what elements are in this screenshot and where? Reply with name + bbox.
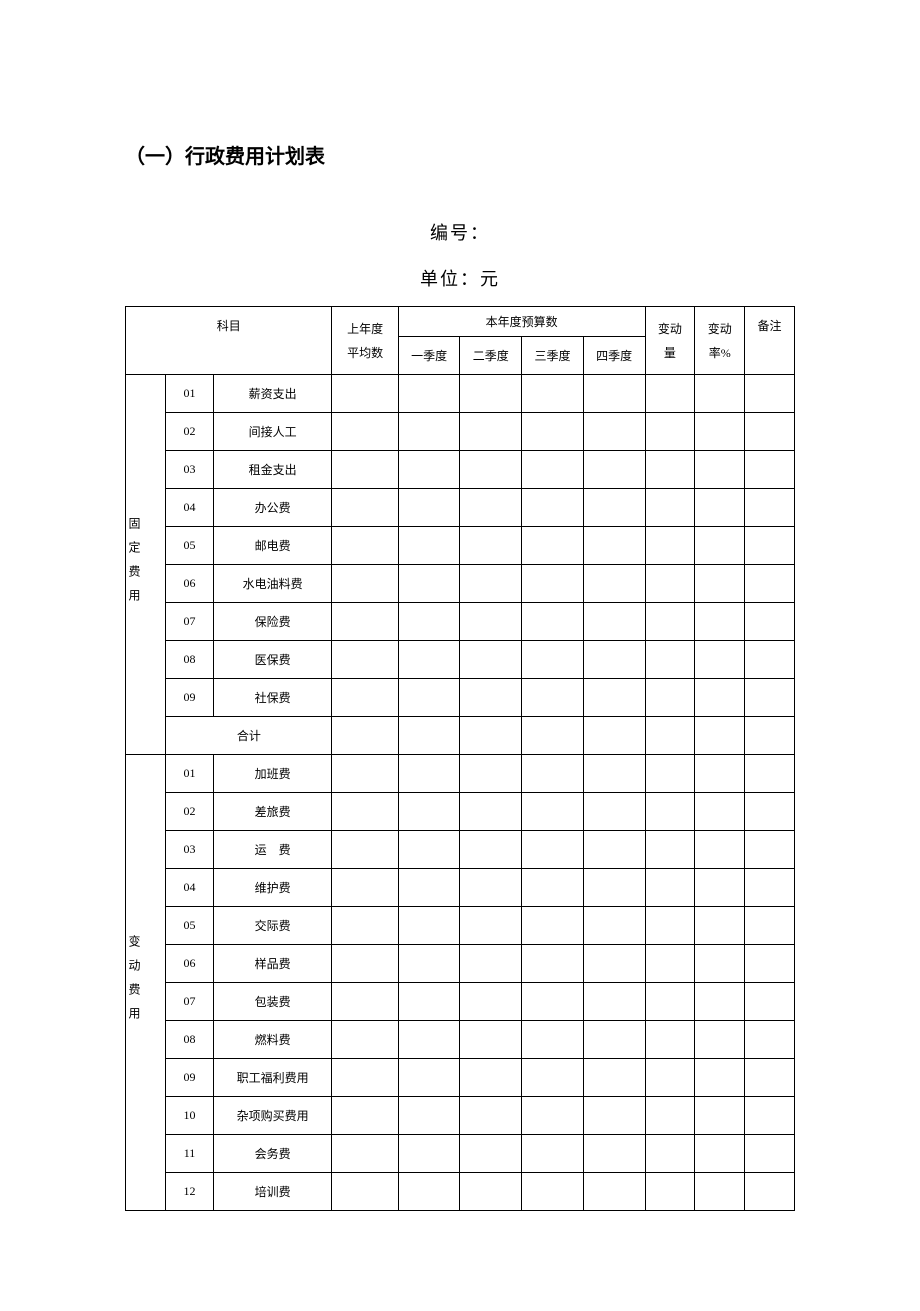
item-name: 加班费 <box>213 755 332 793</box>
header-change-rate: 变动率% <box>695 307 745 375</box>
table-row: 09 社保费 <box>126 679 795 717</box>
item-name: 维护费 <box>213 869 332 907</box>
table-row: 02 差旅费 <box>126 793 795 831</box>
item-num: 02 <box>166 793 213 831</box>
cell-q1 <box>398 375 460 413</box>
item-name: 交际费 <box>213 907 332 945</box>
table-row: 固定费用 01 薪资支出 <box>126 375 795 413</box>
table-row: 04 办公费 <box>126 489 795 527</box>
item-num: 05 <box>166 527 213 565</box>
item-name: 水电油料费 <box>213 565 332 603</box>
item-num: 09 <box>166 1059 213 1097</box>
item-name: 医保费 <box>213 641 332 679</box>
table-row: 06 水电油料费 <box>126 565 795 603</box>
item-num: 03 <box>166 831 213 869</box>
document-title: （一）行政费用计划表 <box>125 140 795 169</box>
item-name: 薪资支出 <box>213 375 332 413</box>
table-row: 12 培训费 <box>126 1173 795 1211</box>
table-row: 08 燃料费 <box>126 1021 795 1059</box>
cell-note <box>745 375 795 413</box>
expense-plan-table: 科目 上年度平均数 本年度预算数 变动量 变动率% 备注 一季度 二季度 三季度… <box>125 306 795 1211</box>
cell-q4 <box>583 375 645 413</box>
header-prev-year: 上年度平均数 <box>332 307 398 375</box>
item-num: 05 <box>166 907 213 945</box>
item-num: 01 <box>166 375 213 413</box>
fixed-total-label: 合计 <box>166 717 332 755</box>
item-num: 08 <box>166 1021 213 1059</box>
item-name: 职工福利费用 <box>213 1059 332 1097</box>
item-name: 燃料费 <box>213 1021 332 1059</box>
table-row: 09 职工福利费用 <box>126 1059 795 1097</box>
item-name: 租金支出 <box>213 451 332 489</box>
item-num: 03 <box>166 451 213 489</box>
table-row: 04 维护费 <box>126 869 795 907</box>
unit-label: 单位：元 <box>125 265 795 291</box>
item-name: 运 费 <box>213 831 332 869</box>
item-name: 办公费 <box>213 489 332 527</box>
item-name: 差旅费 <box>213 793 332 831</box>
table-header-row-1: 科目 上年度平均数 本年度预算数 变动量 变动率% 备注 <box>126 307 795 337</box>
item-num: 07 <box>166 983 213 1021</box>
item-name: 培训费 <box>213 1173 332 1211</box>
document-number: 编号： <box>125 219 795 245</box>
item-name: 样品费 <box>213 945 332 983</box>
item-name: 包装费 <box>213 983 332 1021</box>
item-num: 09 <box>166 679 213 717</box>
cell-q2 <box>460 375 522 413</box>
header-note: 备注 <box>745 307 795 375</box>
table-row: 05 邮电费 <box>126 527 795 565</box>
table-row: 06 样品费 <box>126 945 795 983</box>
table-row: 变动费用 01 加班费 <box>126 755 795 793</box>
cell-chg <box>645 375 695 413</box>
item-num: 01 <box>166 755 213 793</box>
table-row: 07 保险费 <box>126 603 795 641</box>
cell-prev <box>332 375 398 413</box>
item-name: 保险费 <box>213 603 332 641</box>
table-row: 11 会务费 <box>126 1135 795 1173</box>
header-current-budget: 本年度预算数 <box>398 307 645 337</box>
table-row-total: 合计 <box>126 717 795 755</box>
category-fixed: 固定费用 <box>126 375 166 755</box>
header-change-amt: 变动量 <box>645 307 695 375</box>
cell-rate <box>695 375 745 413</box>
item-num: 08 <box>166 641 213 679</box>
item-name: 杂项购买费用 <box>213 1097 332 1135</box>
table-row: 02 间接人工 <box>126 413 795 451</box>
item-name: 社保费 <box>213 679 332 717</box>
category-variable: 变动费用 <box>126 755 166 1211</box>
table-row: 03 租金支出 <box>126 451 795 489</box>
table-row: 10 杂项购买费用 <box>126 1097 795 1135</box>
table-row: 03 运 费 <box>126 831 795 869</box>
item-num: 07 <box>166 603 213 641</box>
item-num: 04 <box>166 869 213 907</box>
table-row: 07 包装费 <box>126 983 795 1021</box>
item-num: 04 <box>166 489 213 527</box>
item-num: 06 <box>166 945 213 983</box>
item-num: 06 <box>166 565 213 603</box>
item-name: 间接人工 <box>213 413 332 451</box>
table-row: 05 交际费 <box>126 907 795 945</box>
header-q3: 三季度 <box>522 337 584 375</box>
item-num: 11 <box>166 1135 213 1173</box>
header-q1: 一季度 <box>398 337 460 375</box>
cell-q3 <box>522 375 584 413</box>
item-name: 邮电费 <box>213 527 332 565</box>
item-name: 会务费 <box>213 1135 332 1173</box>
item-num: 02 <box>166 413 213 451</box>
header-q4: 四季度 <box>583 337 645 375</box>
item-num: 10 <box>166 1097 213 1135</box>
item-num: 12 <box>166 1173 213 1211</box>
header-subject: 科目 <box>126 307 332 375</box>
table-row: 08 医保费 <box>126 641 795 679</box>
header-q2: 二季度 <box>460 337 522 375</box>
